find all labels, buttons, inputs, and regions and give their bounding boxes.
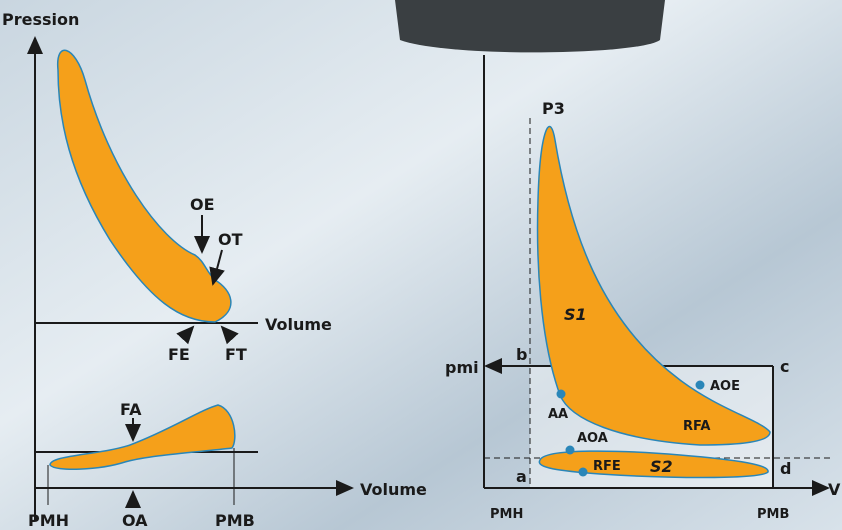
label: a [516, 467, 527, 486]
label: FT [225, 345, 247, 364]
label: S1 [564, 305, 587, 324]
label: d [780, 459, 791, 478]
label: b [516, 345, 527, 364]
point [566, 446, 575, 455]
label: RFA [683, 419, 710, 434]
piston [395, 0, 665, 52]
label: FA [120, 400, 142, 419]
label: OT [218, 230, 243, 249]
label: PMH [490, 507, 523, 522]
label: Pression [2, 10, 79, 29]
label: S2 [650, 457, 673, 476]
label: PMH [28, 511, 69, 530]
label: PMB [215, 511, 255, 530]
label: P3 [542, 99, 565, 118]
label: V [828, 480, 841, 499]
label: RFE [593, 459, 621, 474]
label: AOA [577, 431, 608, 446]
label: FE [168, 345, 190, 364]
label: OA [122, 511, 148, 530]
diagram: Pression Volume Volume OE OT FE FT FA OA… [0, 0, 842, 530]
point [579, 468, 588, 477]
label: c [780, 357, 789, 376]
label: OE [190, 195, 215, 214]
label: PMB [757, 507, 789, 522]
label: pmi [445, 358, 479, 377]
label: Volume [265, 315, 332, 334]
label: AOE [710, 379, 740, 394]
point [557, 390, 566, 399]
label: AA [548, 407, 568, 422]
point [696, 381, 705, 390]
label: Volume [360, 480, 427, 499]
